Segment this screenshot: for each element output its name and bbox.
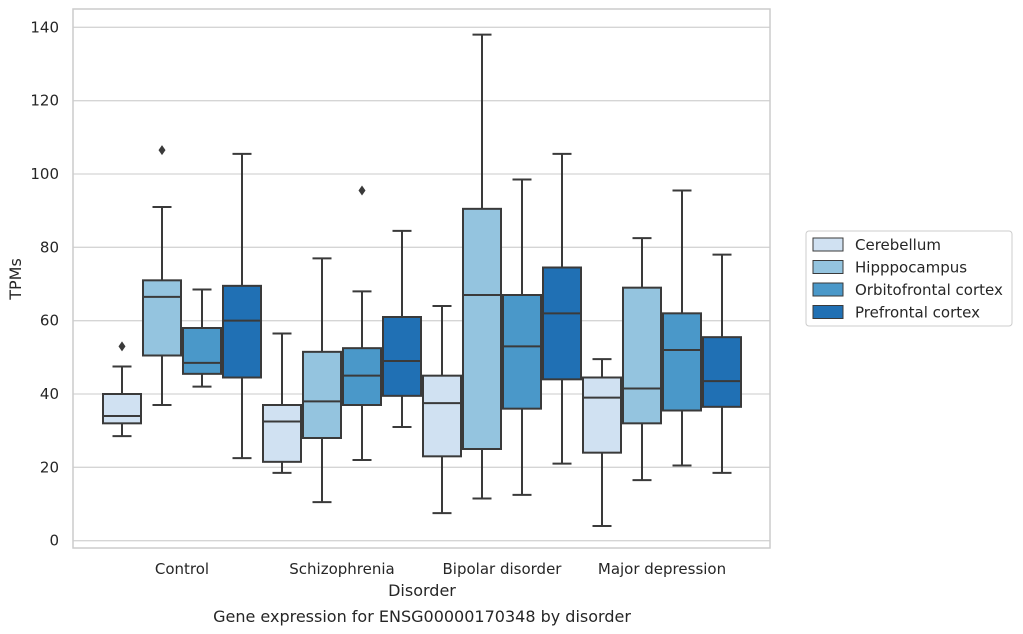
iqr-box [662, 312, 702, 412]
iqr-box [502, 294, 542, 410]
iqr-box [542, 266, 582, 381]
box-groups [102, 33, 742, 527]
iqr-box [102, 393, 142, 425]
box-2-0 [422, 305, 462, 515]
y-tick-label: 20 [40, 458, 59, 476]
y-tick-label: 40 [40, 385, 59, 403]
legend-swatch [812, 260, 844, 274]
outlier-point [158, 145, 166, 156]
iqr-box [582, 376, 622, 454]
box-2-3 [542, 152, 582, 465]
iqr-box [222, 284, 262, 379]
legend: Cerebellum Hipppocampus Orbitofrontal cort… [805, 230, 1013, 327]
iqr-box [182, 327, 222, 375]
legend-item: Cerebellum [812, 236, 941, 254]
legend-label: Prefrontal cortex [855, 304, 980, 322]
y-tick-label: 80 [40, 238, 59, 256]
legend-label: Cerebellum [855, 236, 941, 254]
outlier-point [118, 341, 126, 352]
x-axis-label: Disorder [388, 581, 456, 600]
box-0-2 [182, 288, 222, 388]
x-tick-label: Major depression [598, 560, 726, 578]
box-0-3 [222, 152, 262, 460]
box-3-2 [662, 189, 702, 467]
legend-label: Hipppocampus [855, 259, 967, 277]
iqr-box [302, 350, 342, 440]
box-3-1 [622, 237, 662, 482]
y-axis-label: TPMs [6, 258, 25, 301]
box-0-0 [102, 341, 142, 438]
iqr-box [422, 374, 462, 458]
iqr-box [462, 207, 502, 450]
y-tick-label: 120 [30, 92, 59, 110]
legend-label: Orbitofrontal cortex [855, 281, 1003, 299]
legend-swatch [812, 305, 844, 319]
y-tick-label: 100 [30, 165, 59, 183]
y-axis-ticks: 0 20 40 60 80 100 120 140 [30, 18, 59, 549]
box-2-1 [462, 33, 502, 500]
box-2-2 [502, 178, 542, 496]
legend-item: Prefrontal cortex [812, 304, 980, 322]
iqr-box [622, 286, 662, 425]
box-3-0 [582, 358, 622, 527]
plot-frame [72, 8, 771, 549]
legend-frame [805, 230, 1013, 327]
y-tick-label: 140 [30, 18, 59, 36]
box-1-3 [382, 229, 422, 428]
x-tick-label: Schizophrenia [289, 560, 394, 578]
figure-caption: Gene expression for ENSG00000170348 by d… [213, 607, 631, 626]
y-tick-label: 60 [40, 312, 59, 330]
legend-swatch [812, 282, 844, 297]
box-1-2 [342, 185, 382, 461]
iqr-box [142, 279, 182, 357]
legend-item: Orbitofrontal cortex [812, 281, 1003, 299]
x-tick-label: Bipolar disorder [443, 560, 563, 578]
legend-swatch [812, 237, 844, 252]
box-1-1 [302, 257, 342, 504]
x-axis-ticks: Control Schizophrenia Bipolar disorder Majo… [155, 560, 726, 578]
outlier-point [358, 185, 366, 196]
legend-item: Hipppocampus [812, 259, 967, 277]
iqr-box [262, 404, 302, 463]
box-1-0 [262, 332, 302, 474]
box-0-1 [142, 145, 182, 406]
box-3-3 [702, 253, 742, 474]
x-tick-label: Control [155, 560, 209, 578]
iqr-box [702, 336, 742, 408]
y-tick-label: 0 [49, 532, 59, 550]
iqr-box [382, 316, 422, 397]
